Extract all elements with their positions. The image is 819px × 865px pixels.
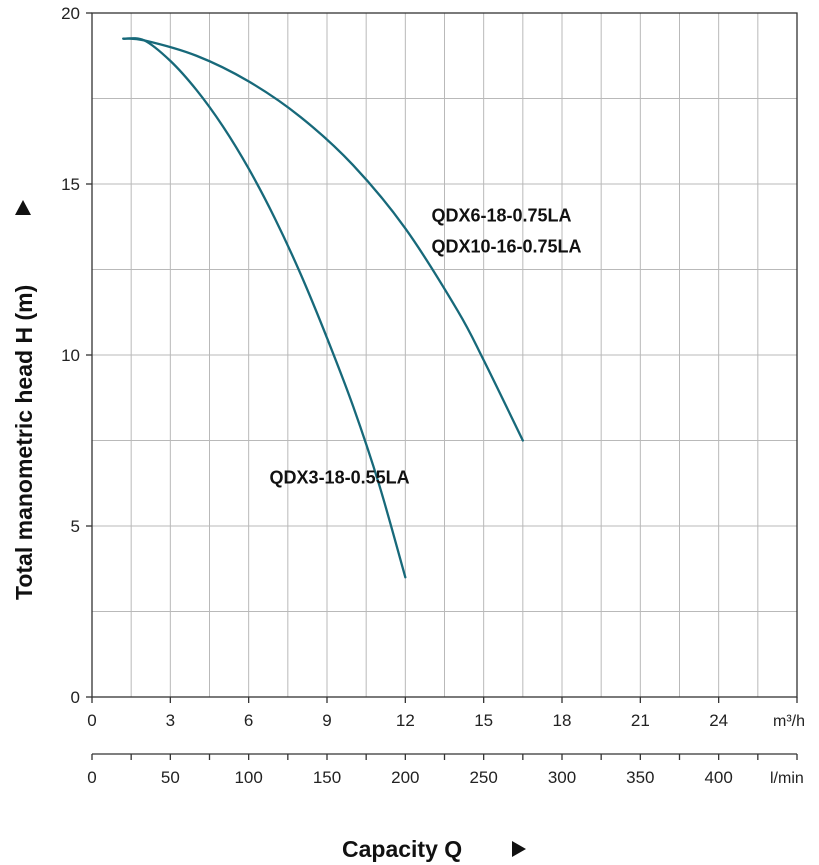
x-axis-title: Capacity Q — [342, 836, 462, 862]
curve-labels: QDX3-18-0.55LA QDX6-18-0.75LA QDX10-16-0.7… — [270, 206, 582, 488]
curve-label: QDX6-18-0.75LA — [431, 206, 571, 226]
x-tick-label: 12 — [396, 711, 415, 730]
y-tick-label: 0 — [71, 688, 80, 707]
x2-axis-unit: l/min — [770, 770, 804, 787]
curves — [122, 37, 524, 579]
y-tick-label: 10 — [61, 346, 80, 365]
x2-tick-label: 100 — [234, 768, 262, 787]
x2-tick-label: 400 — [704, 768, 732, 787]
curve-label: QDX10-16-0.75LA — [431, 236, 581, 256]
x-axis-arrow-icon — [512, 841, 526, 857]
y-axis-ticks: 0 5 10 15 20 — [61, 4, 92, 707]
x2-tick-label: 150 — [313, 768, 341, 787]
x2-tick-label: 250 — [469, 768, 497, 787]
x2-tick-label: 200 — [391, 768, 419, 787]
x-tick-label: 9 — [322, 711, 331, 730]
x-tick-label: 21 — [631, 711, 650, 730]
y-tick-label: 5 — [71, 517, 80, 536]
x-axis-unit: m³/h — [773, 713, 805, 730]
x-tick-label: 24 — [709, 711, 728, 730]
x-tick-label: 15 — [474, 711, 493, 730]
x2-tick-label: 300 — [548, 768, 576, 787]
y-tick-label: 15 — [61, 175, 80, 194]
grid — [92, 13, 797, 697]
curve-label: QDX3-18-0.55LA — [270, 467, 410, 487]
x2-tick-label: 0 — [87, 768, 96, 787]
x-tick-label: 3 — [166, 711, 175, 730]
x-tick-label: 0 — [87, 711, 96, 730]
curve-series-1 — [122, 37, 407, 579]
x-tick-label: 18 — [553, 711, 572, 730]
secondary-x-axis: 0 50 100 150 200 250 300 350 400 — [87, 753, 798, 787]
x2-tick-label: 50 — [161, 768, 180, 787]
x-tick-label: 6 — [244, 711, 253, 730]
y-tick-label: 20 — [61, 4, 80, 23]
x2-tick-label: 350 — [626, 768, 654, 787]
y-axis-title: Total manometric head H (m) — [11, 285, 37, 600]
curve-series-2 — [122, 37, 524, 442]
y-axis-arrow-icon — [15, 200, 31, 215]
x-axis-ticks: 0 3 6 9 12 15 18 21 24 — [87, 697, 798, 730]
